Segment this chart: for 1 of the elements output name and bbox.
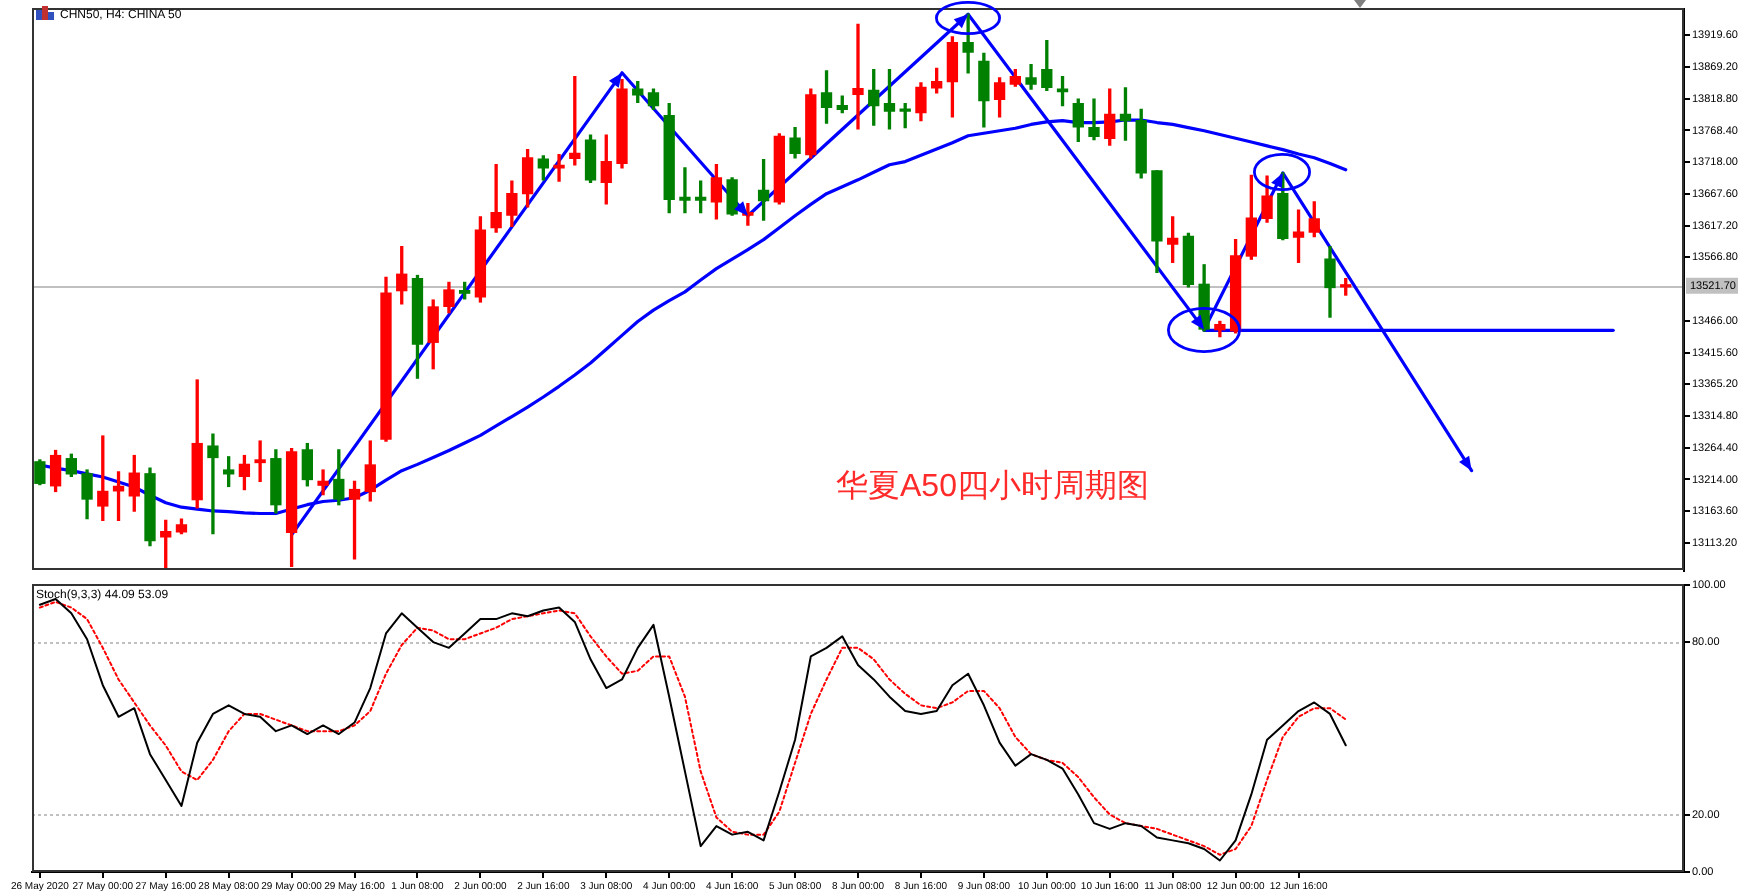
annotation: 华夏A50四小时周期图 bbox=[836, 470, 1149, 504]
